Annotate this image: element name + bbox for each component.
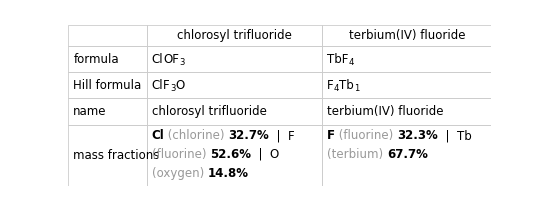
Text: chlorosyl trifluoride: chlorosyl trifluoride xyxy=(152,105,266,118)
Text: (terbium): (terbium) xyxy=(327,148,387,161)
Text: (chlorine): (chlorine) xyxy=(164,129,229,142)
Bar xyxy=(322,125,491,186)
Text: mass fractions: mass fractions xyxy=(73,149,159,162)
Bar xyxy=(68,98,146,125)
Bar xyxy=(68,72,146,98)
Bar xyxy=(146,125,322,186)
Text: F: F xyxy=(327,129,335,142)
Text: 32.7%: 32.7% xyxy=(229,129,269,142)
Text: terbium(IV) fluoride: terbium(IV) fluoride xyxy=(327,105,444,118)
Text: Tb: Tb xyxy=(339,79,354,92)
Bar xyxy=(68,46,146,72)
Bar xyxy=(322,72,491,98)
Text: Cl: Cl xyxy=(152,53,163,66)
Text: Hill formula: Hill formula xyxy=(73,79,141,92)
Text: F: F xyxy=(163,79,170,92)
Bar xyxy=(146,46,322,72)
Bar xyxy=(68,25,146,46)
Text: Cl: Cl xyxy=(152,79,163,92)
Text: TbF: TbF xyxy=(327,53,348,66)
Text: name: name xyxy=(73,105,107,118)
Text: |  Tb: | Tb xyxy=(438,129,472,142)
Bar xyxy=(322,98,491,125)
Bar xyxy=(146,72,322,98)
Text: |  F: | F xyxy=(269,129,295,142)
Text: 3: 3 xyxy=(179,58,185,67)
Text: F: F xyxy=(327,79,334,92)
Text: 14.8%: 14.8% xyxy=(207,167,248,180)
Bar xyxy=(68,125,146,186)
Text: 67.7%: 67.7% xyxy=(387,148,428,161)
Bar xyxy=(322,25,491,46)
Bar xyxy=(322,46,491,72)
Text: |  O: | O xyxy=(251,148,279,161)
Text: (oxygen): (oxygen) xyxy=(152,167,207,180)
Text: 4: 4 xyxy=(348,58,354,67)
Text: (fluorine): (fluorine) xyxy=(335,129,397,142)
Text: 32.3%: 32.3% xyxy=(397,129,438,142)
Text: 1: 1 xyxy=(354,84,359,93)
Bar xyxy=(146,25,322,46)
Text: Cl: Cl xyxy=(152,129,164,142)
Text: 4: 4 xyxy=(334,84,339,93)
Text: 3: 3 xyxy=(170,84,175,93)
Text: formula: formula xyxy=(73,53,119,66)
Text: chlorosyl trifluoride: chlorosyl trifluoride xyxy=(177,29,292,42)
Text: terbium(IV) fluoride: terbium(IV) fluoride xyxy=(348,29,465,42)
Text: (fluorine): (fluorine) xyxy=(152,148,210,161)
Text: O: O xyxy=(175,79,185,92)
Text: OF: OF xyxy=(163,53,179,66)
Bar xyxy=(146,98,322,125)
Text: 52.6%: 52.6% xyxy=(210,148,251,161)
